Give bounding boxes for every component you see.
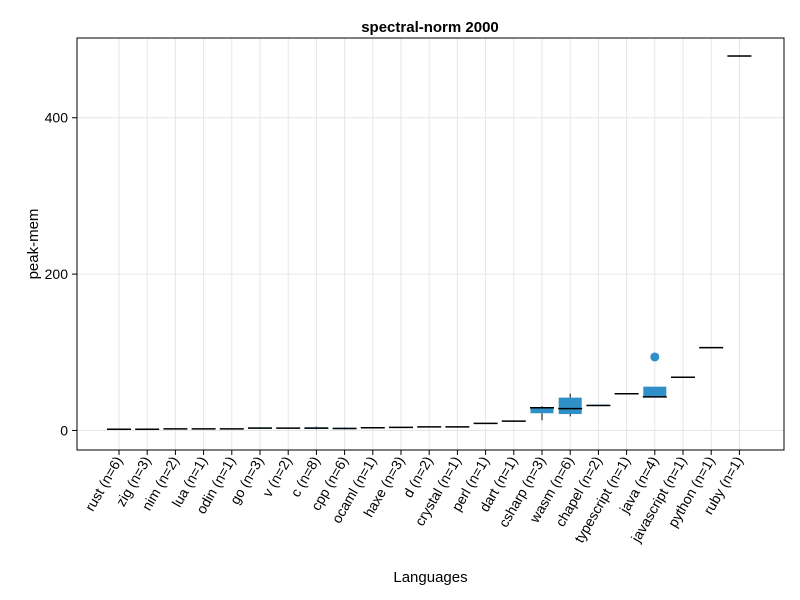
y-axis-ticks: 0 200 400	[45, 110, 77, 438]
box-group	[501, 420, 526, 422]
box-group	[107, 428, 131, 431]
x-axis-label: Languages	[393, 569, 467, 586]
box-group	[304, 426, 329, 430]
box-group	[727, 55, 752, 57]
box-group	[332, 427, 357, 430]
y-tick-label: 0	[60, 422, 68, 438]
box-group	[135, 428, 160, 431]
chart-title: spectral-norm 2000	[361, 19, 499, 36]
box	[643, 386, 667, 397]
box-group	[642, 352, 667, 398]
box-group	[163, 428, 188, 430]
box-group	[191, 428, 216, 430]
plot-frame	[76, 37, 785, 451]
y-tick-label: 200	[45, 266, 69, 282]
box-group	[389, 426, 413, 429]
box-group	[473, 422, 498, 425]
box-group	[558, 393, 583, 417]
y-axis-label: peak-mem	[25, 209, 42, 280]
box	[530, 407, 554, 414]
box-group	[219, 428, 244, 430]
outlier-point	[650, 352, 660, 362]
x-axis-ticks: rust (n=6)zig (n=3)nim (n=2)lua (n=1)odi…	[82, 450, 746, 546]
boxes	[107, 55, 752, 431]
grid-lines	[77, 38, 784, 450]
box-group	[417, 426, 442, 428]
box-group	[360, 426, 385, 429]
box-group	[586, 404, 611, 407]
box-group	[614, 392, 639, 395]
box-group	[276, 427, 301, 429]
box-group	[671, 376, 695, 379]
box-group	[530, 406, 554, 421]
box-group	[699, 346, 724, 349]
y-tick-label: 400	[45, 110, 69, 126]
box-group	[445, 426, 470, 428]
box-group	[248, 427, 272, 429]
box	[558, 397, 582, 415]
